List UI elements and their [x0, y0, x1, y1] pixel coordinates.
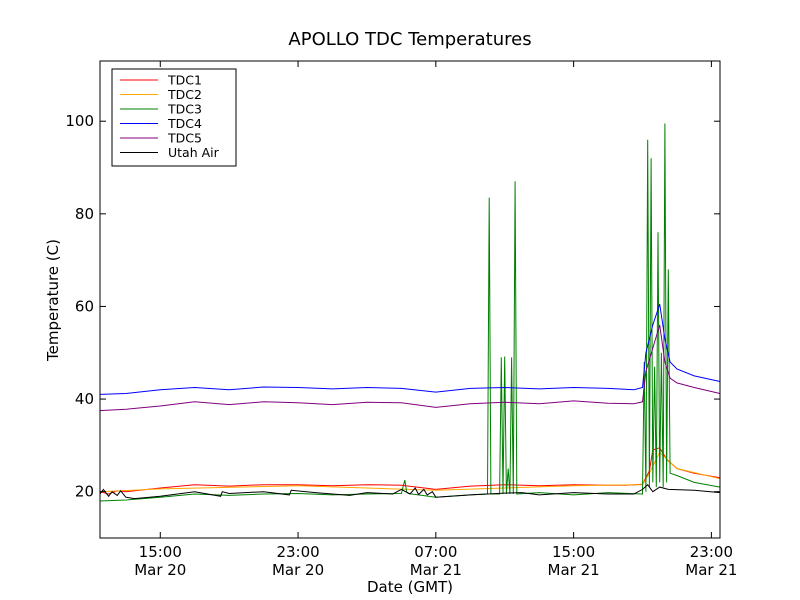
- series-line-tdc2: [99, 451, 721, 493]
- legend-frame: [111, 68, 237, 167]
- x-tick-label-time: 23:00: [276, 543, 319, 561]
- x-tick-label-time: 23:00: [690, 543, 733, 561]
- series-line-utah-air: [99, 483, 721, 500]
- x-tick-label-time: 15:00: [139, 543, 182, 561]
- x-tick-label-date: Mar 20: [134, 561, 186, 579]
- x-axis-label: Date (GMT): [367, 578, 453, 596]
- legend-label-tdc5: TDC5: [167, 131, 202, 146]
- legend-label-tdc3: TDC3: [167, 102, 202, 117]
- x-tick-label-date: Mar 21: [685, 561, 737, 579]
- y-tick-label: 100: [65, 112, 94, 130]
- x-tick-label-date: Mar 20: [272, 561, 324, 579]
- legend-label-utah-air: Utah Air: [168, 145, 220, 160]
- y-tick-label: 60: [75, 297, 94, 315]
- legend-label-tdc2: TDC2: [167, 87, 202, 102]
- y-axis-label: Temperature (C): [44, 239, 62, 362]
- y-tick-label: 20: [75, 483, 94, 501]
- series-line-tdc4: [99, 303, 721, 395]
- series-line-tdc5: [99, 324, 721, 412]
- series-layer: [99, 123, 721, 502]
- series-line-tdc1: [99, 447, 721, 495]
- y-tick-label: 80: [75, 205, 94, 223]
- x-tick-label-date: Mar 21: [410, 561, 462, 579]
- x-tick-label-time: 15:00: [552, 543, 595, 561]
- legend-label-tdc4: TDC4: [167, 116, 202, 131]
- x-tick-label-date: Mar 21: [548, 561, 600, 579]
- plot-frame: [99, 60, 721, 539]
- legend-label-tdc1: TDC1: [167, 73, 202, 88]
- x-tick-label-time: 07:00: [414, 543, 457, 561]
- y-tick-label: 40: [75, 390, 94, 408]
- chart-title: APOLLO TDC Temperatures: [288, 29, 531, 50]
